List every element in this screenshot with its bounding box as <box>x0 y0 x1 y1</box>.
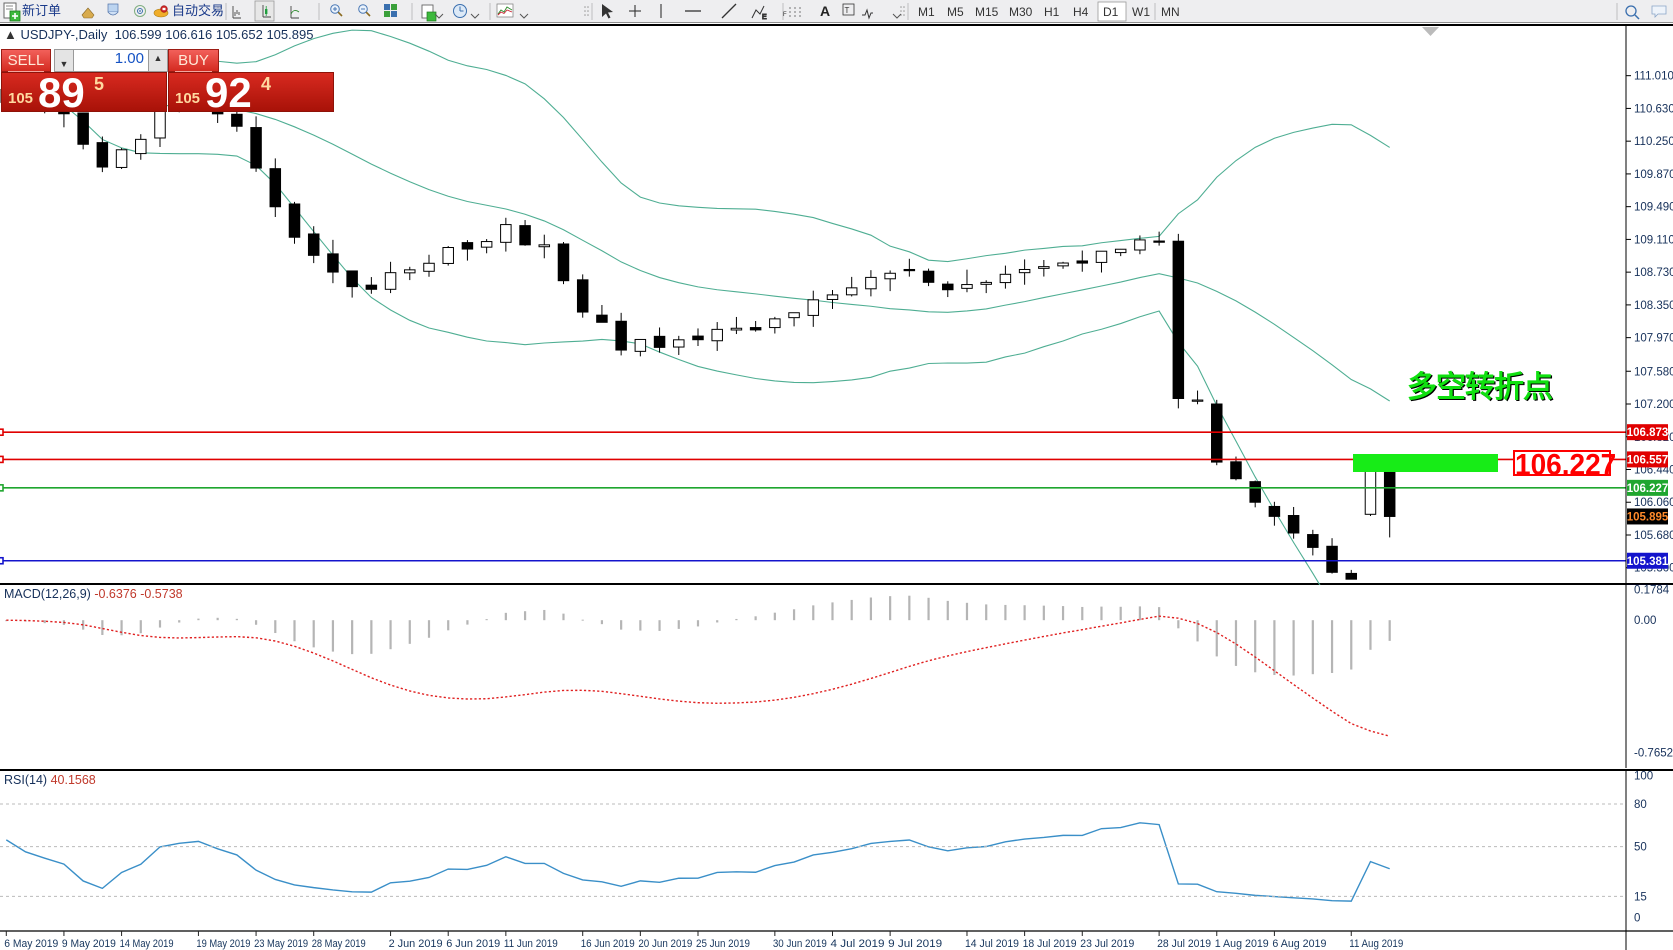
svg-text:111.010: 111.010 <box>1634 71 1673 83</box>
svg-text:106.873: 106.873 <box>1627 427 1669 439</box>
svg-text:106.557: 106.557 <box>1627 454 1669 466</box>
svg-text:109.870: 109.870 <box>1634 169 1673 181</box>
svg-text:M5: M5 <box>947 5 964 19</box>
svg-text:1 Aug 2019: 1 Aug 2019 <box>1215 938 1269 950</box>
svg-text:6 Aug 2019: 6 Aug 2019 <box>1272 938 1326 950</box>
svg-text:A: A <box>820 3 830 19</box>
svg-text:23 Jul 2019: 23 Jul 2019 <box>1080 938 1134 950</box>
svg-text:E: E <box>762 14 767 21</box>
svg-text:106.060: 106.060 <box>1634 497 1673 509</box>
svg-text:2 Jun 2019: 2 Jun 2019 <box>389 938 443 950</box>
svg-text:0.00: 0.00 <box>1634 615 1656 627</box>
svg-text:19 May 2019: 19 May 2019 <box>196 938 250 950</box>
svg-text:11 Aug 2019: 11 Aug 2019 <box>1349 938 1403 950</box>
svg-text:MN: MN <box>1161 5 1180 19</box>
svg-text:25 Jun 2019: 25 Jun 2019 <box>696 938 750 950</box>
svg-text:M1: M1 <box>918 5 935 19</box>
svg-text:105.680: 105.680 <box>1634 530 1673 542</box>
svg-text:105.895: 105.895 <box>1627 511 1669 523</box>
svg-text:M30: M30 <box>1009 5 1033 19</box>
svg-text:T: T <box>845 6 850 15</box>
svg-text:D1: D1 <box>1103 5 1119 19</box>
svg-text:107.580: 107.580 <box>1634 366 1673 378</box>
svg-text:23 May 2019: 23 May 2019 <box>254 938 308 950</box>
svg-text:110.250: 110.250 <box>1634 136 1673 148</box>
svg-text:106.227: 106.227 <box>1627 483 1669 495</box>
svg-text:14 May 2019: 14 May 2019 <box>120 938 174 950</box>
svg-text:107.970: 107.970 <box>1634 333 1673 345</box>
svg-text:F: F <box>783 12 787 18</box>
svg-text:9 May 2019: 9 May 2019 <box>62 938 116 950</box>
svg-text:28 May 2019: 28 May 2019 <box>312 938 366 950</box>
svg-text:18 Jul 2019: 18 Jul 2019 <box>1023 938 1077 950</box>
svg-text:新订单: 新订单 <box>22 3 61 18</box>
svg-text:108.730: 108.730 <box>1634 267 1673 279</box>
svg-text:6 Jun 2019: 6 Jun 2019 <box>446 938 500 950</box>
svg-text:4 Jul 2019: 4 Jul 2019 <box>830 938 884 950</box>
svg-text:105.381: 105.381 <box>1627 556 1669 568</box>
svg-text:9 Jul 2019: 9 Jul 2019 <box>888 938 942 950</box>
svg-text:自动交易: 自动交易 <box>172 3 224 18</box>
svg-text:H4: H4 <box>1073 5 1089 19</box>
svg-text:H1: H1 <box>1044 5 1060 19</box>
svg-text:-0.7652: -0.7652 <box>1634 747 1673 759</box>
svg-text:109.490: 109.490 <box>1634 202 1673 214</box>
svg-text:20 Jun 2019: 20 Jun 2019 <box>638 938 692 950</box>
svg-text:W1: W1 <box>1132 5 1150 19</box>
svg-text:107.200: 107.200 <box>1634 399 1673 411</box>
svg-text:109.110: 109.110 <box>1634 234 1673 246</box>
svg-text:110.630: 110.630 <box>1634 103 1673 115</box>
svg-text:11 Jun 2019: 11 Jun 2019 <box>504 938 558 950</box>
svg-text:0.1784: 0.1784 <box>1634 585 1670 596</box>
svg-text:16 Jun 2019: 16 Jun 2019 <box>581 938 635 950</box>
svg-text:M15: M15 <box>975 5 999 19</box>
svg-text:6 May 2019: 6 May 2019 <box>4 938 58 950</box>
svg-text:28 Jul 2019: 28 Jul 2019 <box>1157 938 1211 950</box>
svg-text:108.350: 108.350 <box>1634 300 1673 312</box>
svg-text:30 Jun 2019: 30 Jun 2019 <box>773 938 827 950</box>
svg-text:14 Jul 2019: 14 Jul 2019 <box>965 938 1019 950</box>
